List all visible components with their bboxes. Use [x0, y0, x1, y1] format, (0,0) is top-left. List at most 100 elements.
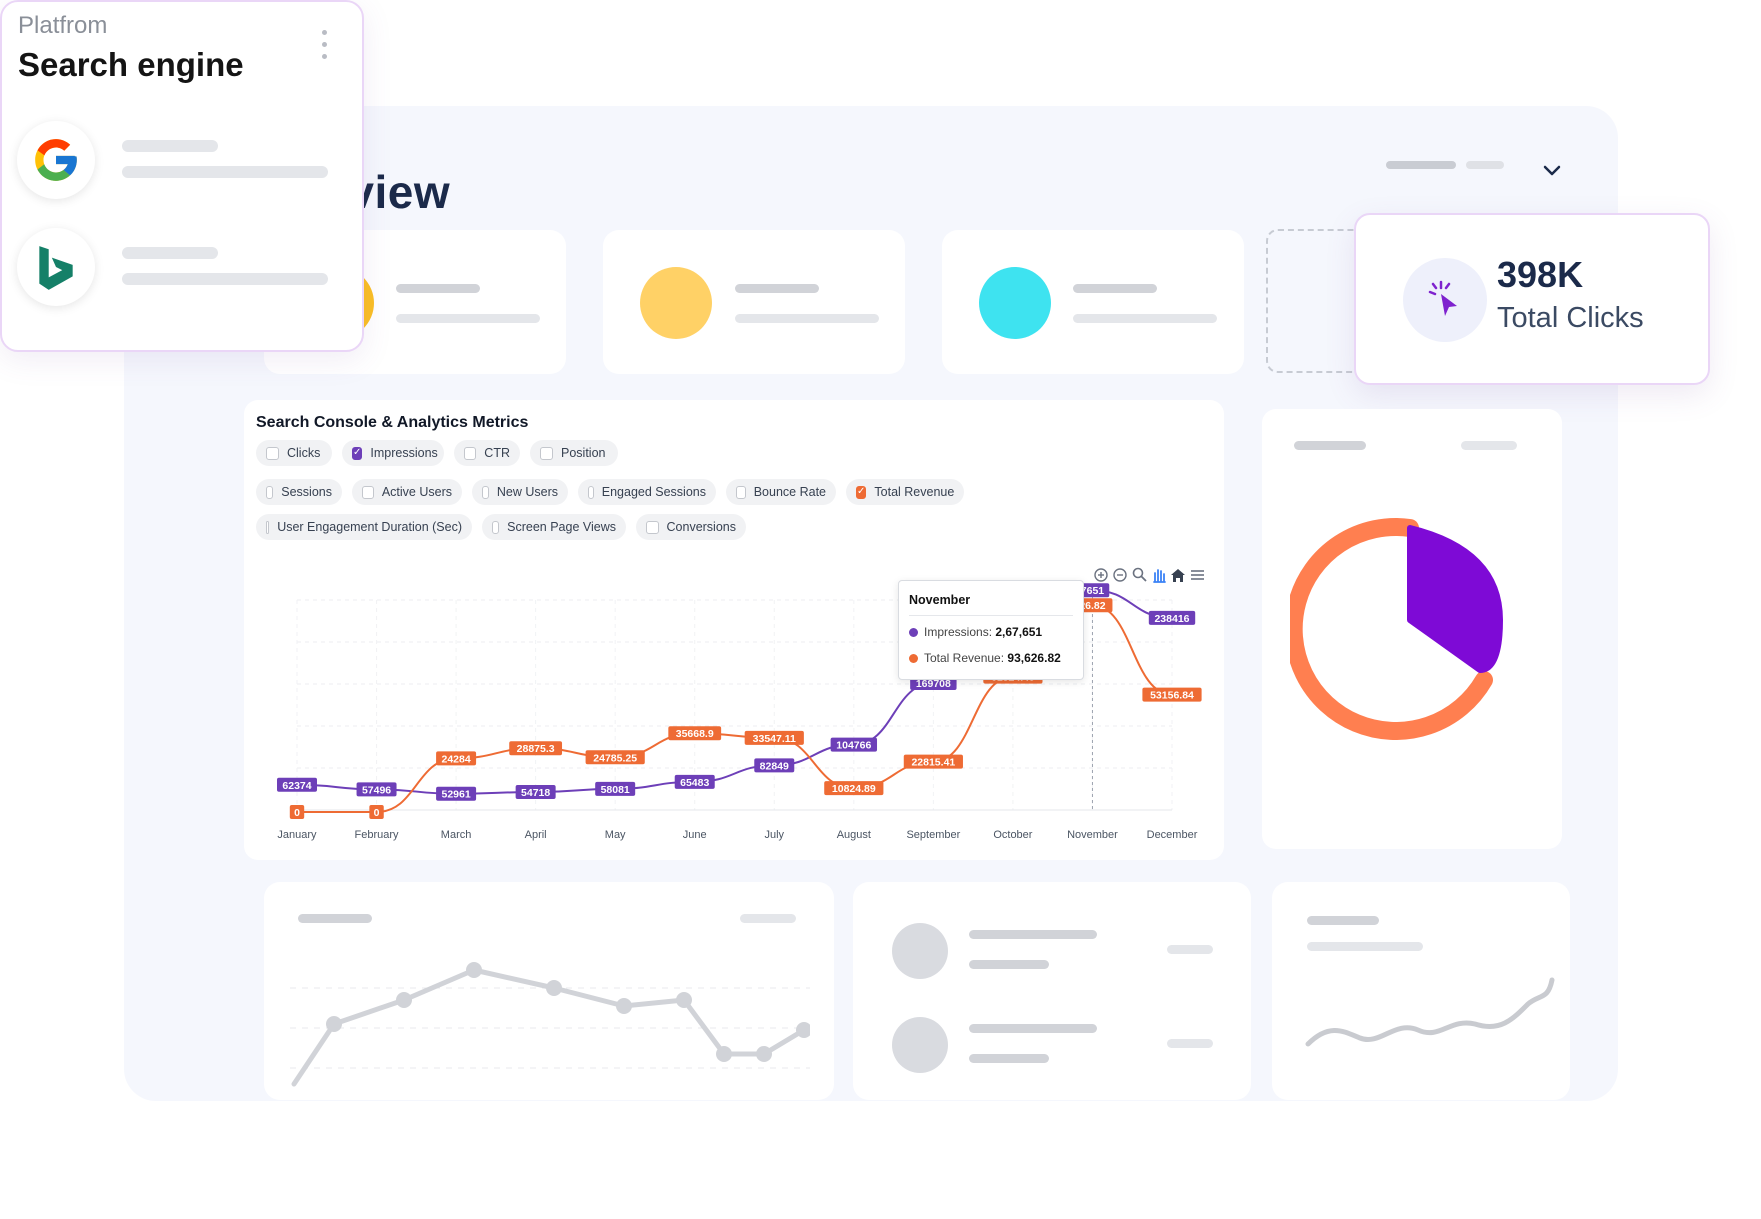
- data-label-text: 62374: [282, 780, 311, 792]
- x-tick-label: December: [1147, 829, 1198, 841]
- metric-toggle-clicks[interactable]: Clicks: [256, 440, 332, 466]
- metric-toggle-new-users[interactable]: New Users: [472, 479, 568, 505]
- data-label-text: 169708: [916, 678, 951, 690]
- metric-toggle-label: Sessions: [281, 485, 332, 499]
- checkbox[interactable]: ✓: [856, 485, 867, 499]
- metric-toggle-bounce-rate[interactable]: Bounce Rate: [726, 479, 836, 505]
- data-label-text: 65483: [680, 777, 709, 789]
- chart-tooltip: November Impressions: 2,67,651 Total Rev…: [898, 580, 1084, 680]
- chart-title: Search Console & Analytics Metrics: [256, 414, 529, 431]
- metric-toggle-sessions[interactable]: Sessions: [256, 479, 342, 505]
- skeleton-line: [122, 166, 328, 178]
- placeholder-point: [676, 992, 692, 1008]
- data-label-bg: [824, 781, 884, 796]
- donut-ring: [1290, 518, 1493, 740]
- metric-toggle-label: Position: [561, 446, 606, 460]
- checkbox[interactable]: [736, 485, 746, 499]
- data-label-text: 238416: [1154, 613, 1189, 625]
- checkbox[interactable]: [464, 446, 477, 460]
- placeholder-point: [466, 962, 482, 978]
- data-label: 24284: [436, 751, 477, 766]
- data-label: 33547.11: [744, 730, 804, 745]
- data-label-bg: [515, 785, 556, 800]
- data-label: 82849: [754, 758, 795, 773]
- data-label: 52961: [436, 786, 477, 801]
- data-label-bg: [369, 805, 384, 819]
- avatar: [892, 923, 948, 979]
- metric-toggle-user-engagement-duration-sec[interactable]: User Engagement Duration (Sec): [256, 514, 472, 540]
- skeleton-line: [122, 273, 328, 285]
- bing-option[interactable]: [17, 228, 95, 306]
- checkbox[interactable]: [482, 485, 489, 499]
- data-label: 22815.41: [903, 754, 963, 769]
- stat-circle: [640, 267, 712, 339]
- skeleton-line: [1307, 942, 1423, 951]
- skeleton-line: [969, 930, 1097, 939]
- checkbox[interactable]: [540, 446, 553, 460]
- home-icon[interactable]: [1171, 569, 1185, 582]
- skeleton-line: [1294, 441, 1366, 450]
- metric-toggle-screen-page-views[interactable]: Screen Page Views: [482, 514, 626, 540]
- data-label-bg: [1148, 610, 1196, 625]
- tooltip-row-revenue: Total Revenue: 93,626.82: [909, 651, 1061, 665]
- donut-chart: [1290, 518, 1503, 740]
- data-label-bg: [436, 786, 477, 801]
- checkbox[interactable]: [266, 485, 274, 499]
- data-label: 0: [289, 805, 305, 819]
- metric-toggle-label: CTR: [484, 446, 510, 460]
- data-label-bg: [277, 777, 317, 792]
- data-label-text: 54718: [521, 787, 550, 799]
- data-label-bg: [1075, 583, 1110, 598]
- checkbox[interactable]: [492, 520, 500, 534]
- skeleton-line: [396, 284, 480, 293]
- data-label-text: 58081: [601, 784, 630, 796]
- google-option[interactable]: [17, 121, 95, 199]
- magnify-icon[interactable]: [1132, 567, 1147, 582]
- placeholder-line-chart: [290, 962, 810, 1087]
- data-label-text: 35668.9: [676, 728, 714, 740]
- placeholder-point: [716, 1046, 732, 1062]
- metric-toggle-conversions[interactable]: Conversions: [636, 514, 746, 540]
- skeleton-line: [1073, 284, 1157, 293]
- x-tick-label: September: [906, 829, 960, 841]
- checkbox[interactable]: [588, 485, 594, 499]
- data-label-text: 33547.11: [753, 733, 796, 745]
- metric-toggle-ctr[interactable]: CTR: [454, 440, 520, 466]
- x-tick-label: August: [837, 829, 871, 841]
- data-label-bg: [668, 726, 722, 741]
- checkbox[interactable]: ✓: [352, 446, 363, 460]
- zoom-out-icon[interactable]: [1113, 568, 1127, 582]
- data-label: 10824.89: [824, 781, 884, 796]
- pan-hand-icon[interactable]: [1153, 569, 1166, 583]
- metric-toggle-active-users[interactable]: Active Users: [352, 479, 462, 505]
- bing-logo-icon: [39, 246, 73, 290]
- checkbox[interactable]: [266, 446, 279, 460]
- metric-toggle-engaged-sessions[interactable]: Engaged Sessions: [578, 479, 716, 505]
- metric-toggle-total-revenue[interactable]: ✓ Total Revenue: [846, 479, 964, 505]
- metric-toggle-label: Active Users: [381, 485, 452, 499]
- checkbox[interactable]: [362, 485, 374, 499]
- x-tick-label: July: [764, 829, 784, 841]
- data-label: 65483: [674, 774, 715, 789]
- checkbox[interactable]: [266, 520, 270, 534]
- trend-sparkline: [1305, 977, 1555, 1047]
- placeholder-point: [796, 1022, 810, 1038]
- data-label-bg: [674, 774, 715, 789]
- metric-toggle-impressions[interactable]: ✓ Impressions: [342, 440, 444, 466]
- data-label: 28875.3: [509, 741, 563, 756]
- metric-toggle-label: Impressions: [370, 446, 438, 460]
- metric-toggle-position[interactable]: Position: [530, 440, 618, 466]
- x-tick-label: April: [525, 829, 547, 841]
- google-logo-icon: [35, 139, 77, 181]
- chevron-down-icon[interactable]: [1540, 158, 1564, 182]
- checkbox[interactable]: [646, 520, 659, 534]
- data-label-text: 57496: [362, 784, 391, 796]
- x-tick-label: June: [683, 829, 707, 841]
- tooltip-month: November: [909, 593, 971, 607]
- cursor-click-icon: [1428, 280, 1457, 316]
- zoom-in-icon[interactable]: [1094, 568, 1108, 582]
- data-label-text: 0: [294, 807, 300, 819]
- metric-toggle-label: Total Revenue: [874, 485, 955, 499]
- menu-icon[interactable]: [1191, 570, 1204, 580]
- more-options-icon[interactable]: [320, 30, 328, 64]
